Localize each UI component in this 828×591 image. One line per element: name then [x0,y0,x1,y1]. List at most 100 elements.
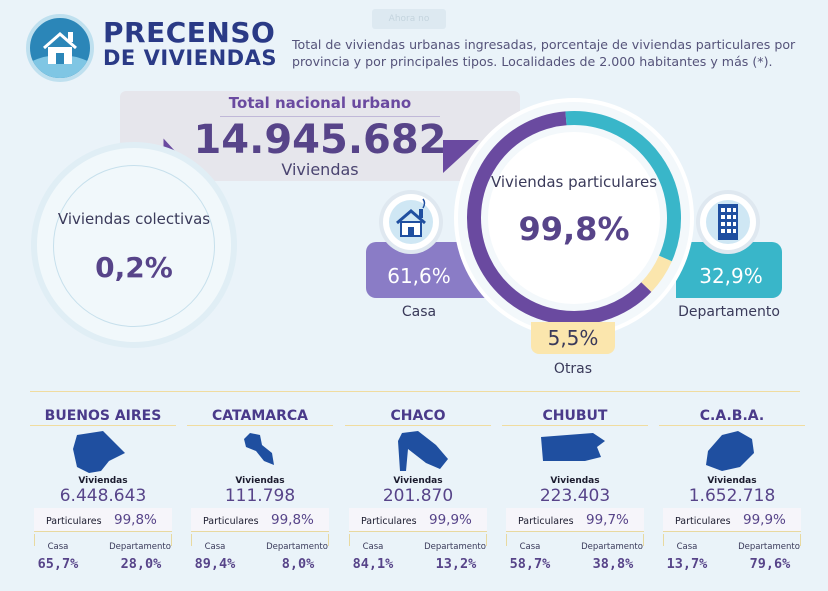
province-name-underline [502,425,648,426]
province-card-2: CHACO Viviendas 201.870 Particulares 99,… [343,400,493,591]
province-name-underline [659,425,805,426]
particulares-box [34,508,172,532]
particulares-value: 99,7% [586,512,629,528]
province-card-3: CHUBUT Viviendas 223.403 Particulares 99… [500,400,650,591]
casa-label: Casa [401,304,437,320]
province-map-icon [378,427,458,475]
particulares-label: Viviendas particulares [490,173,658,191]
particulares-donut [467,111,681,325]
province-name: BUENOS AIRES [44,408,162,424]
ghost-tab[interactable]: Ahora no [372,9,446,29]
departamento-label: Departamento [424,542,486,552]
particulares-box [506,508,644,532]
particulares-label: Particulares [675,516,731,527]
particulares-value: 99,8% [271,512,314,528]
province-map-icon [220,427,300,475]
otras-value: 5,5% [547,326,599,350]
casa-label: Casa [47,542,69,552]
donut-arc-otras [641,255,672,292]
page-subtitle: Total de viviendas urbanas ingresadas, p… [292,37,796,69]
casa-label: Casa [519,542,541,552]
province-card-4: C.A.B.A. Viviendas 1.652.718 Particulare… [657,400,807,591]
departamento-label: Departamento [266,542,328,552]
otras-label: Otras [553,361,593,377]
building-icon [706,200,750,244]
viviendas-label: Viviendas [550,476,600,486]
departamento-value: 79,6% [749,556,791,572]
province-name: CHACO [390,408,446,424]
departamento-value: 8,0% [281,556,315,572]
casa-label: Casa [676,542,698,552]
province-map-shape [398,431,448,471]
split-bracket [349,534,487,546]
province-map-icon [692,427,772,475]
particulares-box [349,508,487,532]
split-bracket [191,534,329,546]
colectivas-value: 0,2% [95,251,173,284]
viviendas-value: 1.652.718 [688,486,776,506]
house-icon [389,198,433,244]
section-divider [30,391,800,392]
province-card-1: CATAMARCA Viviendas 111.798 Particulares… [185,400,335,591]
departamento-pill [676,242,782,298]
province-map-icon [535,427,615,475]
province-name-underline [345,425,491,426]
departamento-value: 13,2% [435,556,477,572]
particulares-value: 99,9% [743,512,786,528]
casa-label: Casa [362,542,384,552]
province-name-underline [30,425,176,426]
donut-arc-casa [467,111,652,325]
particulares-value: 99,9% [429,512,472,528]
viviendas-label: Viviendas [235,476,285,486]
title-line-2: DE VIVIENDAS [103,46,277,70]
title-line-1: PRECENSO [103,16,276,49]
viviendas-value: 111.798 [224,486,296,506]
colectivas-inner-ring [53,165,215,327]
departamento-label: Departamento [678,304,780,320]
otras-pill [531,322,615,354]
province-map-shape [706,431,754,471]
province-name: C.A.B.A. [699,408,765,424]
province-map-shape [73,431,125,473]
province-name: CATAMARCA [212,408,308,424]
particulares-value: 99,8% [114,512,157,528]
casa-value: 61,6% [387,264,451,288]
province-card-0: BUENOS AIRES Viviendas 6.448.643 Particu… [28,400,178,591]
donut-arc-departamento [565,111,681,262]
casa-value: 58,7% [509,556,551,572]
particulares-value: 99,8% [518,210,630,248]
casa-label: Casa [204,542,226,552]
split-bracket [663,534,801,546]
province-name: CHUBUT [542,408,608,424]
particulares-circle [458,102,690,334]
casa-value: 65,7% [37,556,79,572]
departamento-label: Departamento [581,542,643,552]
viviendas-label: Viviendas [78,476,128,486]
viviendas-value: 6.448.643 [59,486,147,506]
viviendas-label: Viviendas [707,476,757,486]
particulares-label: Particulares [361,516,417,527]
departamento-value: 38,8% [592,556,634,572]
split-bracket [506,534,644,546]
viviendas-label: Viviendas [393,476,443,486]
viviendas-value: 201.870 [382,486,454,506]
province-name-underline [187,425,333,426]
departamento-label: Departamento [738,542,800,552]
viviendas-value: 223.403 [539,486,611,506]
colectivas-label: Viviendas colectivas [57,210,211,228]
precenso-logo [26,14,94,82]
casa-value: 89,4% [194,556,236,572]
total-value: 14.945.682 [193,117,447,163]
particulares-label: Particulares [518,516,574,527]
page-title: PRECENSO DE VIVIENDAS [103,16,277,71]
casa-icon-badge [383,194,439,250]
departamento-value: 32,9% [699,264,763,288]
departamento-icon-badge [700,194,756,250]
house-logo-icon [30,32,90,78]
departamento-label: Departamento [109,542,171,552]
particulares-label: Particulares [46,516,102,527]
casa-value: 84,1% [352,556,394,572]
total-label: Total nacional urbano [228,94,412,112]
total-divider [220,116,440,117]
particulares-box [191,508,329,532]
